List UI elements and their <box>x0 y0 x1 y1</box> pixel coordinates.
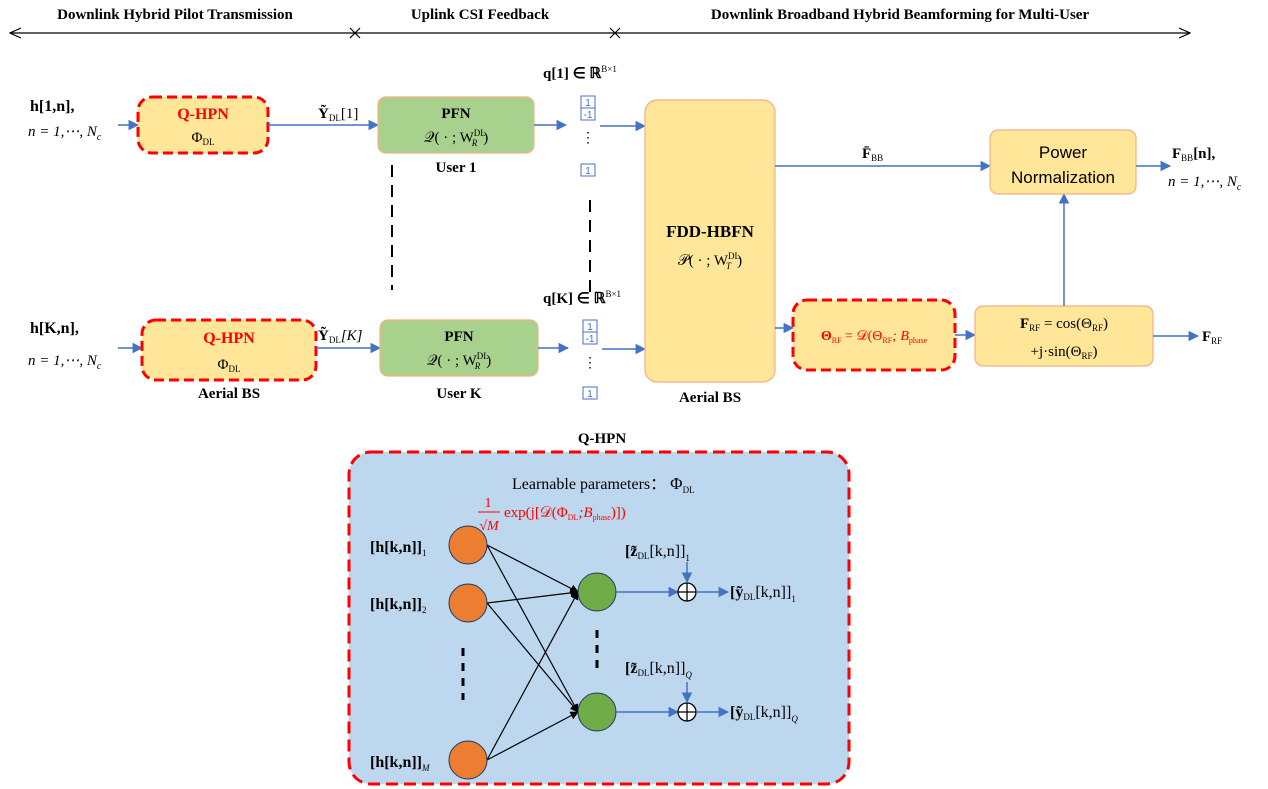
frf-expr-line2: +j·sin(ΘRF) <box>1031 344 1098 361</box>
bit-box <box>580 163 596 177</box>
input-label-2: [h[k,n]]2 <box>370 596 427 615</box>
power-label-line1: Power <box>1039 143 1088 162</box>
output-label-Q: [ỹDL[k,n]]Q <box>730 704 798 724</box>
weight-expression: exp(j[𝒟(ΦDL;Bphase)]) <box>504 505 626 522</box>
bit-ellipsis: ⋮ <box>581 129 595 145</box>
qhpn-param-top: ΦDL <box>192 130 215 147</box>
q-label-bottom: q[K] ∈ ℝB×1 <box>543 289 621 307</box>
noise-label-1: [z̃DL[k,n]]1 <box>625 543 690 563</box>
label-y-top: ỸDL[1] <box>318 104 358 123</box>
fbb-output-subcarriers: n = 1,⋯, Nc <box>1168 174 1242 193</box>
bit-ellipsis: ⋮ <box>583 354 597 370</box>
bit-value: 1 <box>585 166 591 177</box>
bit-value: 1 <box>587 322 593 333</box>
bits-column-bottom: 1 -1 ⋮ 1 <box>582 319 598 400</box>
stage-label-beamforming: Downlink Broadband Hybrid Beamforming fo… <box>711 7 1090 23</box>
bit-box <box>580 107 596 121</box>
input-node-2 <box>448 583 488 623</box>
bits-column-top: 1 -1 ⋮ 1 <box>580 95 596 177</box>
fdd-hbfn-title: FDD-HBFN <box>666 222 755 241</box>
power-label-line2: Normalization <box>1011 168 1115 187</box>
pfn-func-top: 𝒬( · ; WDL R) <box>424 128 489 148</box>
combiner-node-Q <box>577 692 617 732</box>
learnable-params-label: Learnable parameters： ΦDL <box>512 474 695 495</box>
network-connections <box>486 544 579 761</box>
bit-value: 1 <box>587 389 593 400</box>
phase-quantizer-block <box>791 298 957 372</box>
qhpn-param-bottom: ΦDL <box>218 357 241 374</box>
input-node-M <box>448 740 488 780</box>
qhpn-detail-panel <box>347 450 851 786</box>
pfn-title-bottom: PFN <box>444 329 473 345</box>
weight-formula: 1 √M exp(j[𝒟(ΦDL;Bphase)]) <box>478 496 626 534</box>
stage-timeline <box>10 28 1190 38</box>
weight-denominator: √M <box>479 519 500 534</box>
adder-Q <box>677 702 697 722</box>
qhpn-title-top: Q-HPN <box>177 106 229 123</box>
pfn-title-top: PFN <box>441 106 470 122</box>
label-fbb-bar: F̄BB <box>862 146 883 163</box>
qhpn-title-bottom: Q-HPN <box>203 330 255 347</box>
detail-title: Q-HPN <box>578 431 626 447</box>
bit-value: -1 <box>586 334 595 345</box>
q-label-top: q[1] ∈ ℝB×1 <box>543 64 617 82</box>
input-hK: h[K,n], <box>30 320 79 337</box>
fdd-hbfn-func: 𝒫( · ; WDL T) <box>678 251 742 271</box>
bit-box <box>582 331 598 345</box>
stage-headers: Downlink Hybrid Pilot Transmission Uplin… <box>57 7 1089 23</box>
fdd-hbfn-block <box>644 99 776 383</box>
user-label-top: User 1 <box>436 160 477 176</box>
weight-numerator: 1 <box>485 496 492 511</box>
input-label-1: [h[k,n]]1 <box>370 539 427 558</box>
label-y-bottom: ỸDL[K] <box>318 326 363 345</box>
pfn-func-bottom: 𝒬( · ; WDL R) <box>427 351 492 371</box>
aerial-bs-label-left: Aerial BS <box>198 386 260 402</box>
input-subcarriers-bottom: n = 1,⋯, Nc <box>28 353 102 372</box>
bit-box <box>582 386 598 400</box>
noise-label-Q: [z̃DL[k,n]]Q <box>625 660 692 680</box>
frf-expr-line1: FRF = cos(ΘRF) <box>1020 316 1108 333</box>
bit-value: 1 <box>585 98 591 109</box>
input-h1: h[1,n], <box>30 98 74 115</box>
phase-quantizer-expr: ΘRF = 𝒟(ΘRF; Bphase <box>821 329 928 345</box>
aerial-bs-label-right: Aerial BS <box>679 390 741 406</box>
input-node-1 <box>448 525 488 565</box>
adder-1 <box>677 582 697 602</box>
bit-value: -1 <box>584 110 593 121</box>
stage-label-feedback: Uplink CSI Feedback <box>411 7 550 23</box>
frf-output-label: FRF <box>1202 329 1222 346</box>
combiner-node-1 <box>577 572 617 612</box>
input-label-M: [h[k,n]]M <box>370 754 430 773</box>
fbb-output-label: FBB[n], <box>1172 146 1216 163</box>
qhpn-block-bottom <box>140 318 318 382</box>
input-subcarriers-top: n = 1,⋯, Nc <box>28 124 102 143</box>
stage-label-pilot: Downlink Hybrid Pilot Transmission <box>57 7 293 23</box>
power-normalization-block <box>989 129 1137 195</box>
user-label-bottom: User K <box>436 386 481 402</box>
output-label-1: [ỹDL[k,n]]1 <box>730 584 796 604</box>
